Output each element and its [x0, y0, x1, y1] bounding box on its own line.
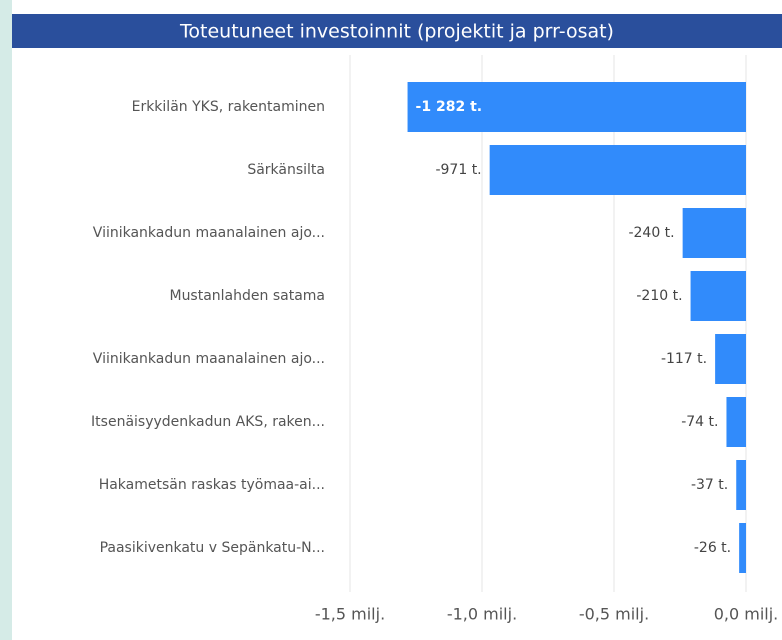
bar: [407, 82, 746, 132]
value-label: -210 t.: [636, 288, 682, 304]
value-label: -26 t.: [694, 540, 731, 556]
title-bar: [12, 14, 782, 48]
x-tick-label: 0,0 milj.: [714, 605, 779, 624]
value-label: -1 282 t.: [416, 99, 483, 115]
x-tick-label: -1,0 milj.: [447, 605, 517, 624]
category-label: Mustanlahden satama: [169, 288, 325, 304]
category-label: Hakametsän raskas työmaa-ai...: [99, 477, 325, 493]
category-label: Särkänsilta: [247, 162, 325, 178]
value-label: -240 t.: [628, 225, 674, 241]
x-tick-label: -1,5 milj.: [315, 605, 385, 624]
category-label: Paasikivenkatu v Sepänkatu-N...: [100, 540, 325, 556]
category-label: Viinikankadun maanalainen ajo...: [93, 351, 325, 367]
value-label: -971 t.: [435, 162, 481, 178]
bar: [489, 145, 746, 195]
bar: [736, 460, 746, 510]
value-label: -37 t.: [691, 477, 728, 493]
chart-title: Toteutuneet investoinnit (projektit ja p…: [179, 21, 614, 43]
bar: [690, 271, 746, 321]
category-label: Viinikankadun maanalainen ajo...: [93, 225, 325, 241]
x-tick-label: -0,5 milj.: [579, 605, 649, 624]
category-label: Erkkilän YKS, rakentaminen: [132, 99, 325, 115]
value-label: -117 t.: [661, 351, 707, 367]
bar: [726, 397, 746, 447]
bar: [739, 523, 746, 573]
bar: [715, 334, 746, 384]
category-label: Itsenäisyydenkadun AKS, raken...: [91, 414, 325, 430]
value-label: -74 t.: [681, 414, 718, 430]
bar: [682, 208, 746, 258]
